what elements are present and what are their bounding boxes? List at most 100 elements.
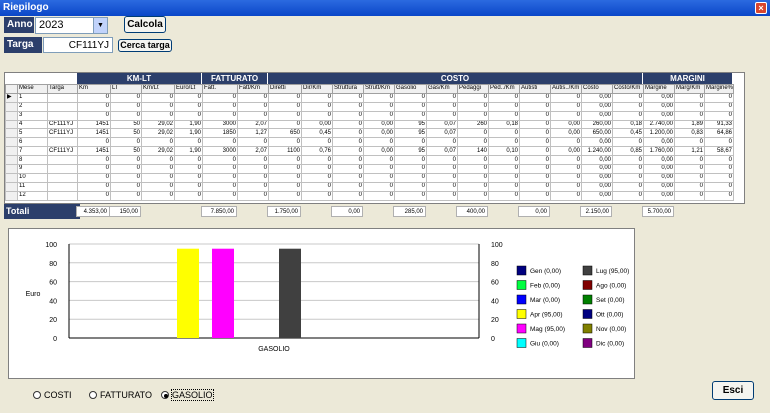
table-cell[interactable]: 0 xyxy=(237,172,269,183)
radio-gasolio[interactable]: GASOLIO xyxy=(161,389,214,401)
table-cell[interactable]: 5 xyxy=(17,128,48,139)
table-cell[interactable]: 0,00 xyxy=(363,128,395,139)
table-cell[interactable]: 0 xyxy=(519,110,551,121)
table-cell[interactable]: 0 xyxy=(268,110,302,121)
table-cell[interactable]: 0 xyxy=(301,137,333,148)
table-cell[interactable]: 0 xyxy=(363,137,395,148)
table-cell[interactable]: 0 xyxy=(77,155,111,166)
table-cell[interactable]: 0 xyxy=(237,137,269,148)
table-cell[interactable]: 0 xyxy=(519,190,551,201)
column-header[interactable]: Diretti xyxy=(268,84,302,94)
table-cell[interactable]: 64,86 xyxy=(704,128,734,139)
table-cell[interactable]: 0,00 xyxy=(643,181,675,192)
table-cell[interactable]: 0 xyxy=(202,172,238,183)
table-cell[interactable]: 0 xyxy=(237,92,269,103)
table-cell[interactable]: 0 xyxy=(704,101,734,112)
table-cell[interactable]: 1,90 xyxy=(174,119,203,130)
table-cell[interactable]: 0 xyxy=(426,92,458,103)
table-cell[interactable]: 0 xyxy=(457,181,489,192)
table-cell[interactable]: 0,07 xyxy=(426,146,458,157)
table-cell[interactable]: 0 xyxy=(426,164,458,174)
table-cell[interactable]: 0 xyxy=(77,181,111,192)
row-selector[interactable] xyxy=(5,119,18,130)
table-cell[interactable]: 0 xyxy=(237,155,269,166)
table-row[interactable]: 11 0 0 0 0 0 0 0 0 0 0 0 0 0 0 0 0 0,00 0 0,00 0 0 xyxy=(5,181,734,192)
table-cell[interactable]: 0 xyxy=(202,164,238,174)
table-cell[interactable]: 0 xyxy=(332,101,364,112)
table-cell[interactable]: 0 xyxy=(268,190,302,201)
table-cell[interactable]: 0,00 xyxy=(643,101,675,112)
table-cell[interactable] xyxy=(47,164,78,174)
table-cell[interactable]: 0,45 xyxy=(612,128,644,139)
radio-label[interactable]: GASOLIO xyxy=(171,389,214,401)
table-cell[interactable] xyxy=(47,155,78,166)
table-cell[interactable]: 0 xyxy=(301,172,333,183)
table-row[interactable]: 3 0 0 0 0 0 0 0 0 0 0 0 0 0 0 0 0 0,00 0 0,00 0 0 xyxy=(5,110,734,121)
table-cell[interactable]: 0 xyxy=(426,110,458,121)
table-cell[interactable]: 0 xyxy=(110,181,142,192)
table-cell[interactable]: 0 xyxy=(301,181,333,192)
table-cell[interactable]: 0 xyxy=(612,164,644,174)
table-cell[interactable]: 0 xyxy=(110,101,142,112)
table-row[interactable]: 9 0 0 0 0 0 0 0 0 0 0 0 0 0 0 0 0 0,00 0 0,00 0 0 xyxy=(5,164,734,174)
table-cell[interactable] xyxy=(47,110,78,121)
table-cell[interactable]: 0 xyxy=(488,110,520,121)
table-cell[interactable]: 0 xyxy=(141,164,175,174)
table-cell[interactable]: 0 xyxy=(457,128,489,139)
table-cell[interactable]: 0 xyxy=(237,101,269,112)
calcola-button[interactable]: Calcola xyxy=(124,16,166,33)
table-cell[interactable]: 0 xyxy=(174,92,203,103)
row-selector[interactable] xyxy=(5,137,18,148)
table-cell[interactable]: 0 xyxy=(488,164,520,174)
table-cell[interactable]: 0 xyxy=(332,155,364,166)
table-cell[interactable]: 0 xyxy=(612,181,644,192)
column-header[interactable]: Struttura xyxy=(332,84,364,94)
table-cell[interactable]: 0 xyxy=(550,164,582,174)
table-cell[interactable]: 0 xyxy=(457,155,489,166)
table-row[interactable]: 7 CF111YJ 1451 50 29,02 1,90 3000 2,07 1100 0,76 0… xyxy=(5,146,734,157)
table-cell[interactable]: 29,02 xyxy=(141,146,175,157)
table-cell[interactable]: 95 xyxy=(394,128,427,139)
table-cell[interactable]: 0 xyxy=(394,172,427,183)
table-cell[interactable]: 2,07 xyxy=(237,119,269,130)
table-cell[interactable]: CF111YJ xyxy=(47,128,78,139)
table-cell[interactable]: 0 xyxy=(141,137,175,148)
table-cell[interactable]: 0 xyxy=(426,172,458,183)
table-cell[interactable]: 0 xyxy=(268,155,302,166)
row-selector[interactable] xyxy=(5,164,18,174)
table-cell[interactable]: 50 xyxy=(110,128,142,139)
table-cell[interactable]: 0 xyxy=(550,110,582,121)
table-cell[interactable]: 9 xyxy=(17,164,48,174)
radio-fatturato[interactable]: FATTURATO xyxy=(89,390,152,400)
table-cell[interactable]: 0 xyxy=(457,190,489,201)
table-cell[interactable]: 0 xyxy=(550,101,582,112)
table-cell[interactable]: 0 xyxy=(174,172,203,183)
table-cell[interactable]: 0 xyxy=(488,172,520,183)
column-header[interactable]: Km/Lt xyxy=(141,84,175,94)
table-cell[interactable]: 0 xyxy=(141,101,175,112)
table-cell[interactable] xyxy=(47,181,78,192)
column-header[interactable]: Costo/Km xyxy=(612,84,644,94)
table-cell[interactable]: 0 xyxy=(332,110,364,121)
column-header[interactable] xyxy=(5,84,18,94)
table-cell[interactable]: 0 xyxy=(363,190,395,201)
table-cell[interactable]: 1,90 xyxy=(174,128,203,139)
table-cell[interactable]: 11 xyxy=(17,181,48,192)
table-cell[interactable]: 0,00 xyxy=(643,155,675,166)
column-header[interactable]: Km xyxy=(77,84,111,94)
table-cell[interactable]: 0 xyxy=(457,101,489,112)
table-cell[interactable]: 0,00 xyxy=(550,128,582,139)
table-cell[interactable]: 0 xyxy=(457,164,489,174)
table-cell[interactable]: 0 xyxy=(202,190,238,201)
table-cell[interactable]: 0 xyxy=(237,181,269,192)
table-row[interactable]: 8 0 0 0 0 0 0 0 0 0 0 0 0 0 0 0 0 0,00 0 0,00 0 0 xyxy=(5,155,734,166)
table-cell[interactable]: 1.760,00 xyxy=(643,146,675,157)
table-cell[interactable]: 0,00 xyxy=(581,181,613,192)
table-cell[interactable]: 0 xyxy=(77,110,111,121)
table-cell[interactable]: 0 xyxy=(519,164,551,174)
table-cell[interactable]: 0,00 xyxy=(550,146,582,157)
table-row[interactable]: 2 0 0 0 0 0 0 0 0 0 0 0 0 0 0 0 0 0,00 0 0,00 0 0 xyxy=(5,101,734,112)
row-selector[interactable]: ▶ xyxy=(5,92,18,103)
table-cell[interactable]: 0 xyxy=(674,92,705,103)
table-cell[interactable]: 0 xyxy=(237,110,269,121)
